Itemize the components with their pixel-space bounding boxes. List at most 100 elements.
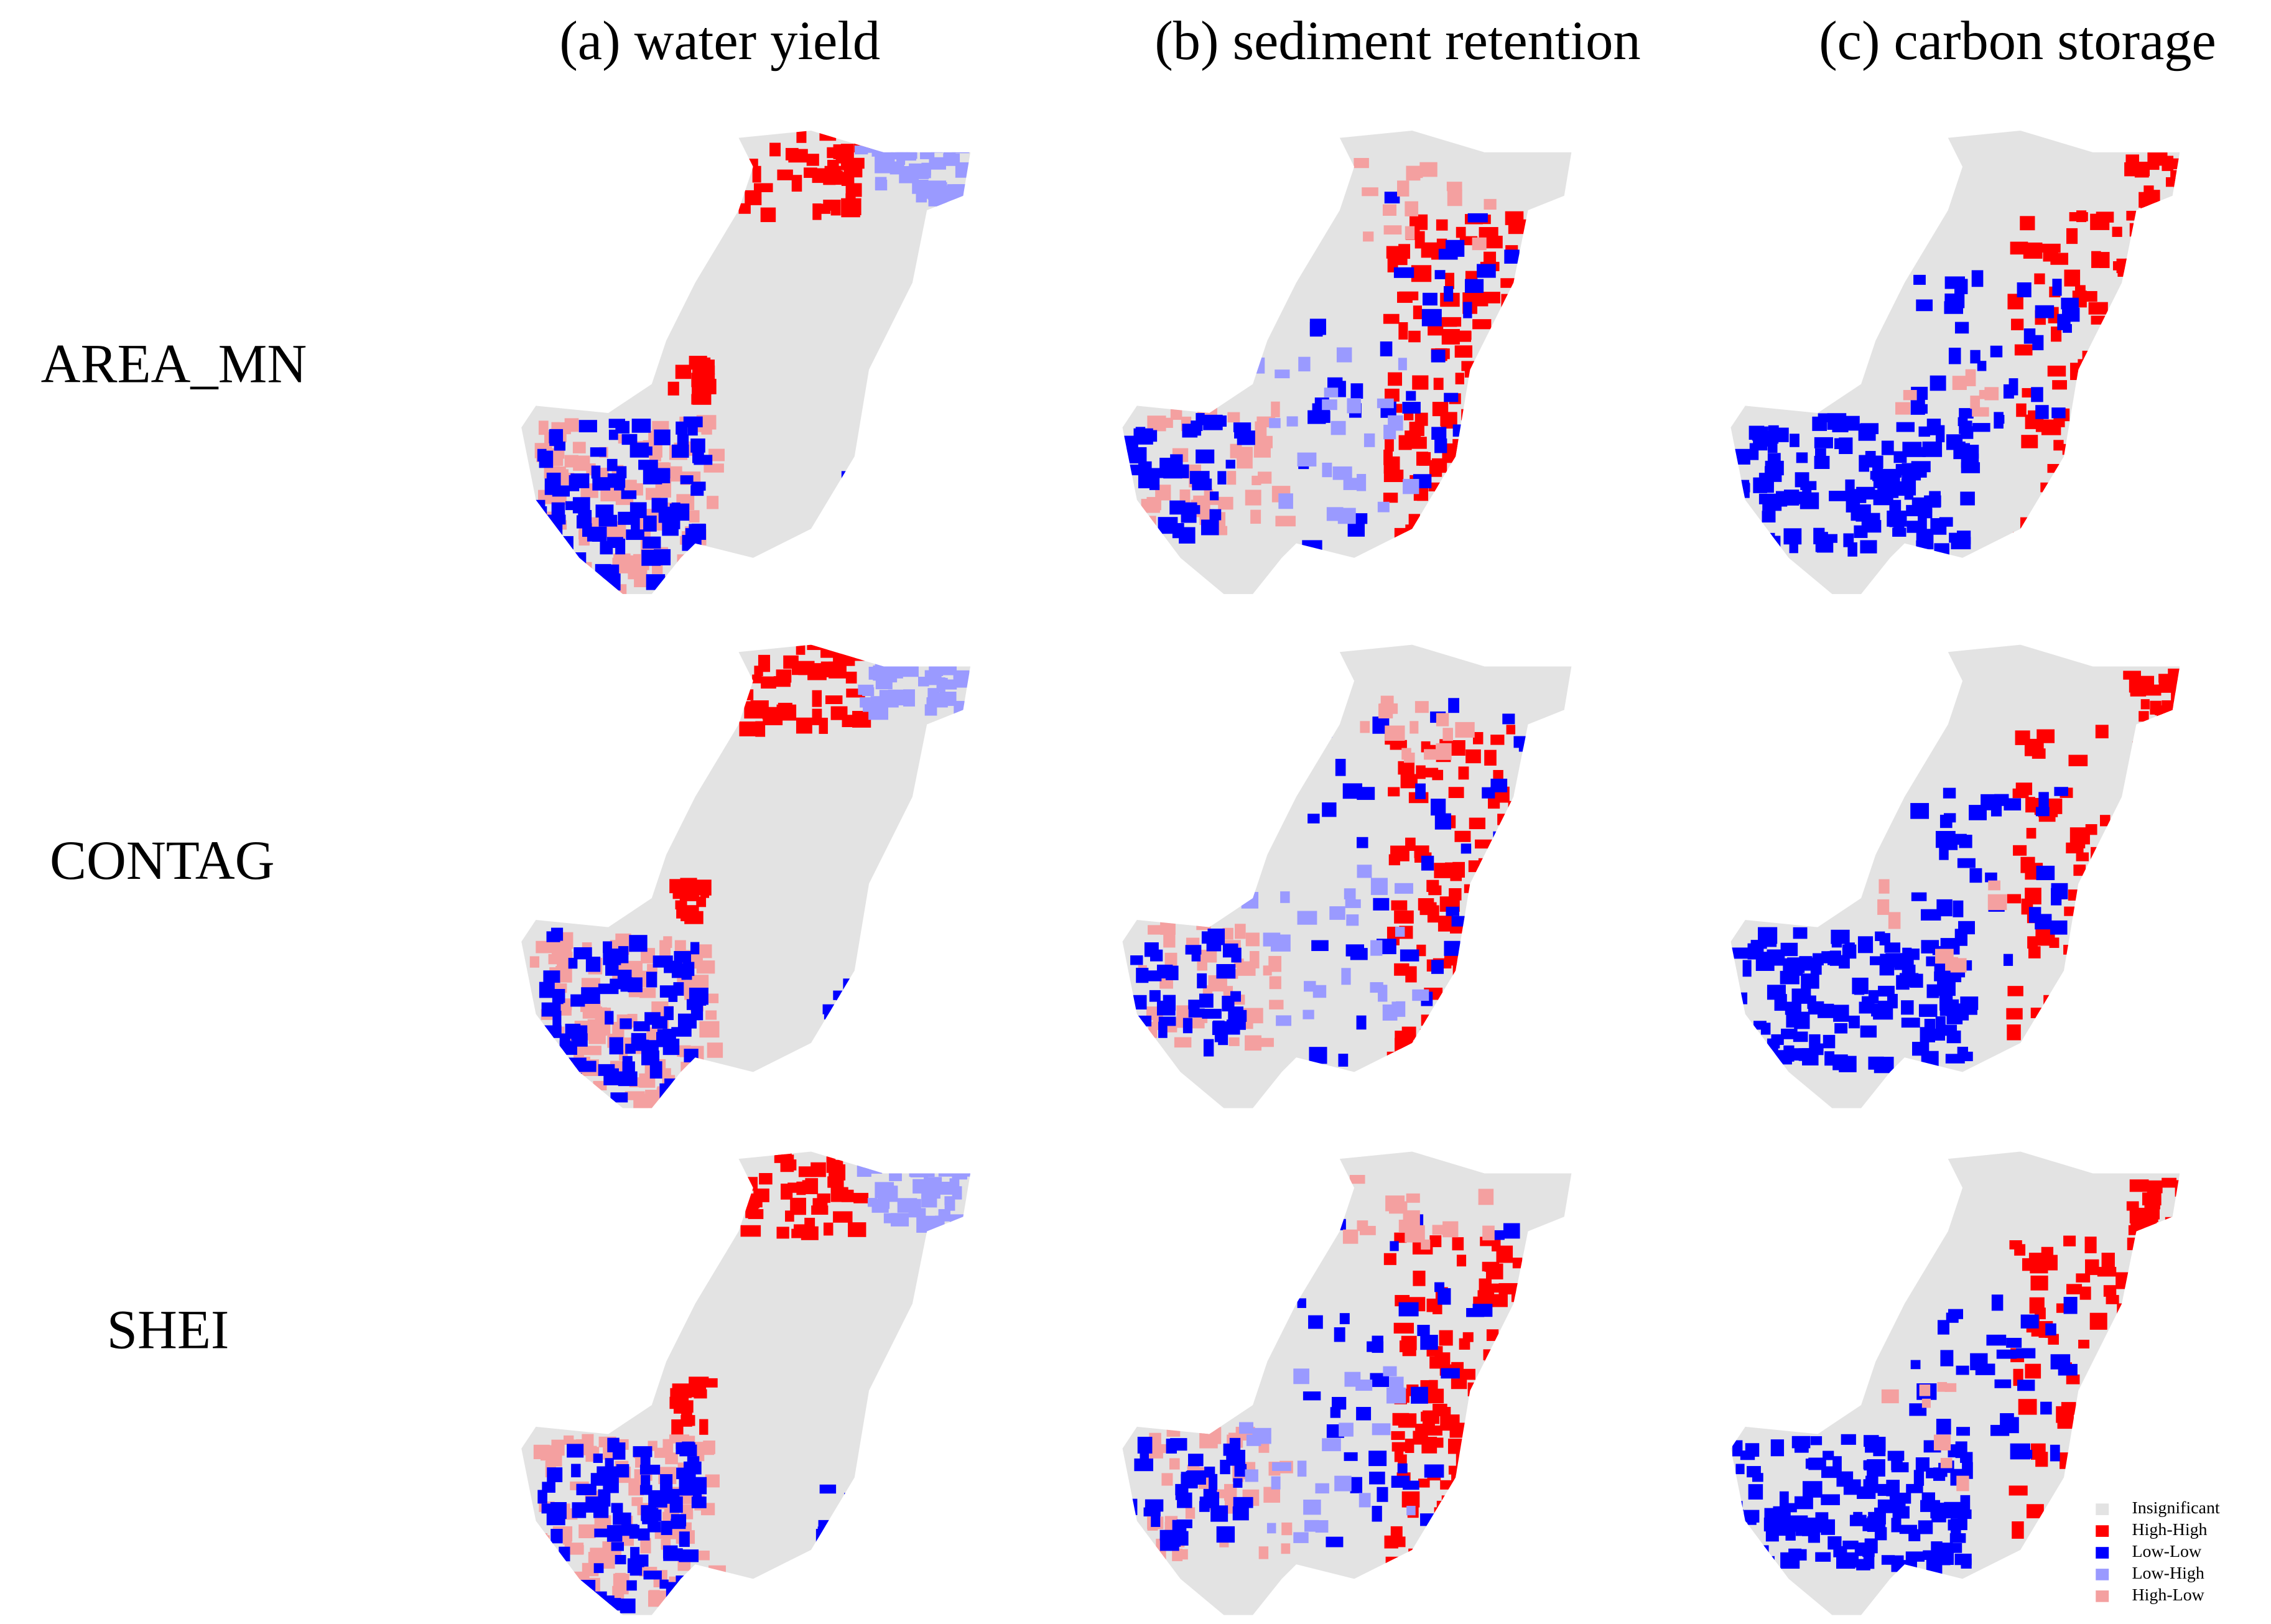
row-label: CONTAG — [50, 830, 275, 891]
map-cell — [1431, 960, 1444, 974]
map-cell — [1406, 1506, 1416, 1516]
map-cell — [1469, 929, 1484, 946]
map-cell — [1386, 1387, 1406, 1404]
map-cell — [1472, 1304, 1493, 1317]
map-cell — [796, 644, 806, 655]
map-cell — [2140, 415, 2153, 427]
map-cell — [1936, 899, 1953, 917]
map-cell — [2104, 362, 2120, 376]
map-cell — [1428, 885, 1442, 896]
map-cell — [1879, 933, 1890, 945]
map-cell — [1181, 1472, 1197, 1481]
map-cell — [629, 502, 647, 518]
map-cell — [1864, 1538, 1878, 1554]
map-cell — [2038, 1568, 2053, 1578]
map-cell — [876, 652, 887, 666]
column-title: (a) water yield — [559, 11, 880, 72]
map-cell — [2119, 1510, 2132, 1523]
map-cell — [2082, 416, 2099, 434]
map-cell — [2143, 997, 2161, 1013]
map-cell — [1452, 1237, 1464, 1251]
map-cell — [684, 1092, 700, 1102]
map-cell — [657, 1029, 676, 1044]
map-cell — [845, 183, 862, 197]
map-cell — [1419, 1029, 1432, 1039]
map-cell — [1188, 1008, 1205, 1018]
map-cell — [707, 496, 719, 509]
map-cell — [1269, 976, 1281, 990]
map-cell — [679, 1549, 699, 1562]
map-cell — [952, 1186, 962, 1200]
map-cell — [2148, 159, 2160, 170]
map-cell — [2069, 827, 2090, 845]
map-cell — [745, 190, 762, 205]
map-cell — [1800, 492, 1819, 509]
map-cell — [1191, 951, 1201, 962]
map-cell — [593, 582, 611, 595]
map-cell — [1422, 1410, 1440, 1424]
map-cell — [1502, 391, 1516, 400]
map-panel — [1730, 130, 2180, 595]
map-cell — [1336, 347, 1352, 363]
map-cell — [616, 1464, 629, 1478]
map-panel — [521, 1151, 971, 1615]
map-cell — [573, 455, 590, 471]
map-cell — [572, 1502, 587, 1518]
map-cell — [2140, 875, 2152, 888]
map-cell — [2028, 946, 2041, 958]
map-cell — [1469, 1001, 1482, 1013]
map-cell — [571, 1025, 588, 1041]
map-cell — [1517, 318, 1536, 332]
map-cell — [1408, 514, 1420, 526]
map-cell — [1785, 1529, 1796, 1541]
map-cell — [1417, 487, 1429, 501]
map-cell — [1864, 1435, 1879, 1447]
map-cell — [2015, 1558, 2027, 1571]
map-cell — [2058, 1363, 2078, 1376]
map-cell — [679, 1531, 690, 1547]
map-cell — [1332, 1396, 1347, 1410]
map-cell — [1385, 1556, 1399, 1569]
map-cell — [1500, 981, 1515, 995]
map-cell — [2124, 804, 2135, 815]
map-cell — [1831, 930, 1842, 948]
map-cell — [1735, 1039, 1752, 1051]
map-cell — [876, 1003, 896, 1013]
map-cell — [1130, 955, 1143, 965]
map-cell — [1454, 1017, 1472, 1029]
map-cell — [1960, 491, 1975, 506]
map-cell — [1762, 532, 1775, 550]
map-cell — [1355, 1380, 1373, 1391]
map-cell — [2097, 1008, 2108, 1021]
map-cell — [1965, 369, 1976, 386]
map-cell — [1436, 515, 1455, 528]
map-cell — [1338, 1054, 1349, 1067]
map-cell — [1462, 1332, 1474, 1342]
map-cell — [1383, 493, 1398, 503]
map-cell — [548, 1092, 565, 1106]
map-cell — [1488, 797, 1500, 809]
map-cell — [1401, 1335, 1417, 1350]
map-cell — [859, 491, 872, 504]
map-cell — [916, 1215, 936, 1233]
map-cell — [1739, 1046, 1756, 1060]
map-cell — [1272, 1462, 1291, 1471]
map-cell — [1412, 375, 1429, 390]
map-cell — [1763, 1517, 1783, 1532]
map-cell — [1461, 496, 1482, 507]
map-cell — [1740, 1450, 1755, 1460]
map-cell — [1357, 1220, 1368, 1232]
map-cell — [2140, 805, 2159, 817]
map-cell — [1906, 504, 1922, 516]
map-cell — [1765, 460, 1784, 476]
map-cell — [1492, 1294, 1508, 1307]
map-cell — [897, 1159, 911, 1173]
map-cell — [1491, 1283, 1501, 1293]
map-cell — [1934, 543, 1949, 559]
map-cell — [1421, 855, 1434, 871]
map-cell — [555, 1069, 569, 1086]
map-cell — [2175, 185, 2180, 198]
map-cell — [1472, 237, 1487, 251]
map-cell — [1434, 438, 1447, 453]
map-cell — [1996, 1349, 2017, 1359]
